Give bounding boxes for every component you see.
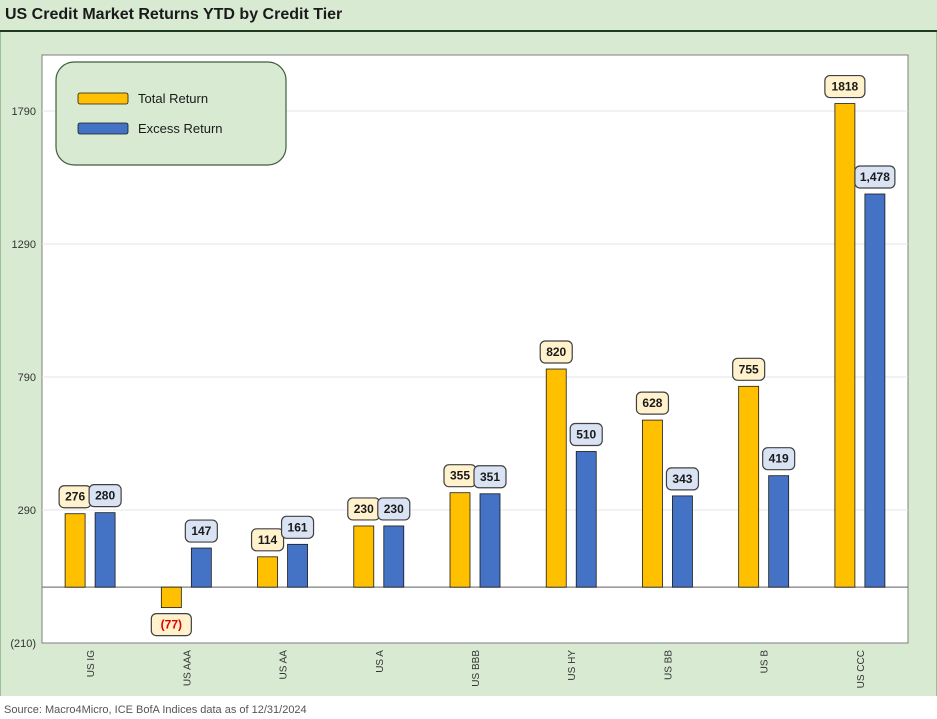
total-return-label: 820	[546, 345, 566, 359]
data-label-box	[377, 497, 411, 521]
x-category-label: US IG	[86, 650, 97, 677]
total-return-bar	[834, 103, 856, 588]
total-return-label: 1818	[832, 80, 859, 94]
data-label-box	[665, 467, 700, 491]
total-return-label: 628	[642, 396, 662, 410]
excess-return-bar	[864, 193, 886, 588]
data-label-box	[569, 422, 603, 447]
data-label-box	[854, 165, 896, 189]
excess-return-label: 343	[672, 472, 692, 486]
data-label-box	[732, 357, 766, 381]
total-return-bar	[160, 586, 182, 609]
excess-return-label: 1,478	[860, 170, 890, 184]
data-label-box	[635, 391, 670, 415]
x-category-label: US A	[375, 650, 386, 673]
y-tick-label: 1290	[12, 239, 36, 251]
excess-return-label: 419	[769, 452, 789, 466]
excess-return-label: 147	[191, 524, 211, 538]
legend-box	[55, 61, 287, 166]
legend-excess-swatch	[77, 122, 129, 135]
total-return-bar	[353, 525, 375, 588]
total-return-bar	[738, 385, 760, 588]
total-return-label: 114	[258, 533, 278, 547]
excess-return-bar	[672, 495, 693, 588]
total-return-label: 230	[354, 502, 374, 516]
data-label-box	[762, 447, 796, 471]
x-category-label: US HY	[567, 650, 578, 681]
total-return-bar	[449, 492, 471, 588]
excess-return-bar	[768, 475, 790, 588]
total-return-bar	[642, 419, 663, 588]
x-category-label: US AAA	[182, 650, 193, 686]
total-return-label: (77)	[161, 618, 182, 632]
data-label-box	[280, 515, 315, 539]
total-return-bar	[257, 556, 278, 588]
excess-return-bar	[479, 493, 501, 588]
title-bar: US Credit Market Returns YTD by Credit T…	[0, 0, 937, 32]
excess-return-label: 280	[95, 489, 115, 503]
data-label-box	[250, 528, 285, 552]
data-label-box	[539, 340, 573, 364]
x-category-label: US B	[760, 650, 771, 674]
data-label-box	[184, 519, 218, 543]
y-tick-label: (210)	[10, 638, 36, 650]
excess-return-bar	[575, 451, 597, 588]
excess-return-label: 510	[576, 427, 596, 441]
y-tick-label: 1790	[12, 106, 36, 118]
legend-total-swatch	[77, 92, 129, 105]
data-label-box	[150, 613, 192, 637]
excess-return-label: 161	[288, 520, 308, 534]
chart-title: US Credit Market Returns YTD by Credit T…	[5, 6, 343, 23]
excess-return-label: 351	[480, 470, 500, 484]
legend-total-label: Total Return	[138, 91, 208, 106]
x-category-label: US BBB	[471, 650, 482, 687]
x-category-label: US BB	[663, 650, 674, 680]
data-label-box	[88, 484, 122, 508]
x-category-label: US AA	[279, 650, 290, 680]
excess-return-bar	[94, 512, 116, 588]
excess-return-bar	[287, 543, 308, 588]
y-tick-label: 290	[18, 505, 36, 517]
data-label-box	[824, 74, 866, 99]
data-label-box	[473, 465, 507, 489]
total-return-bar	[64, 513, 86, 588]
excess-return-bar	[383, 525, 405, 588]
total-return-bar	[545, 368, 567, 588]
excess-return-label: 230	[384, 502, 404, 516]
legend-excess-label: Excess Return	[138, 121, 223, 136]
excess-return-bar	[190, 547, 212, 588]
source-note: Source: Macro4Micro, ICE BofA Indices da…	[4, 704, 307, 716]
total-return-label: 755	[739, 362, 759, 376]
x-category-label: US CCC	[856, 650, 867, 688]
total-return-label: 276	[65, 490, 85, 504]
y-tick-label: 790	[18, 372, 36, 384]
total-return-label: 355	[450, 469, 470, 483]
